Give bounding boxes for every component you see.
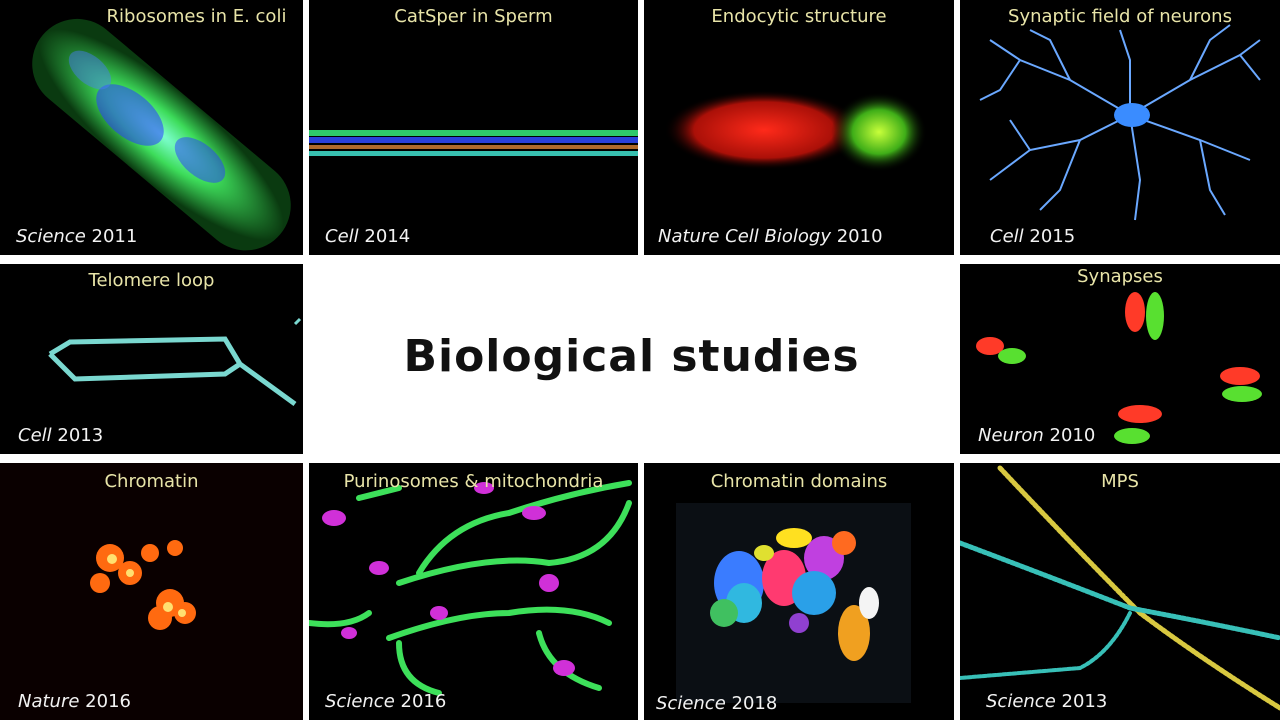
journal-name: Science xyxy=(656,693,726,714)
tile-citation: Cell 2015 xyxy=(990,226,1075,247)
journal-name: Cell xyxy=(325,226,359,247)
tile-title: Chromatin xyxy=(104,471,199,492)
journal-year: 2014 xyxy=(364,226,411,247)
center-panel: Biological studies xyxy=(305,258,958,455)
journal-year: 2010 xyxy=(836,226,883,247)
tile-citation: Science 2018 xyxy=(656,693,777,714)
tile-citation: Cell 2013 xyxy=(18,425,103,446)
tile-citation: Nature 2016 xyxy=(18,691,131,712)
tile-citation: Nature Cell Biology 2010 xyxy=(658,226,883,247)
tile-title: Chromatin domains xyxy=(710,471,888,492)
journal-name: Nature Cell Biology xyxy=(658,226,831,247)
tile-title: Telomere loop xyxy=(88,270,215,291)
journal-name: Cell xyxy=(18,425,52,446)
tile-citation: Science 2016 xyxy=(325,691,446,712)
journal-year: 2013 xyxy=(1061,691,1108,712)
tile-title: Purinosomes & mitochondria xyxy=(343,471,604,492)
journal-year: 2010 xyxy=(1049,425,1096,446)
tile-title: Synapses xyxy=(1077,266,1163,287)
tile-citation: Science 2011 xyxy=(16,226,137,247)
mps-image xyxy=(960,465,1280,711)
tile-endocytic: Endocytic structure Nature Cell Biology … xyxy=(644,0,954,255)
tile-title: CatSper in Sperm xyxy=(394,6,553,27)
journal-name: Science xyxy=(986,691,1056,712)
journal-name: Cell xyxy=(990,226,1024,247)
chromatin-domains-image xyxy=(676,503,911,703)
journal-name: Science xyxy=(16,226,86,247)
tile-citation: Cell 2014 xyxy=(325,226,410,247)
purinosomes-image xyxy=(309,480,632,696)
journal-year: 2011 xyxy=(91,226,138,247)
journal-year: 2018 xyxy=(731,693,778,714)
tile-chromatin-domains: Chromatin domains Science 2018 xyxy=(644,463,954,720)
tile-title: Ribosomes in E. coli xyxy=(106,6,287,27)
tile-mps: MPS Science 2013 xyxy=(960,463,1280,720)
synapses-image xyxy=(976,292,1262,444)
tile-catsper: CatSper in Sperm Cell 2014 xyxy=(309,0,638,255)
journal-year: 2015 xyxy=(1029,226,1076,247)
tile-chromatin: Chromatin Nature 2016 xyxy=(0,463,303,720)
tile-ribosomes: Ribosomes in E. coli Science 2011 xyxy=(0,0,303,255)
tile-title: MPS xyxy=(1101,471,1139,492)
journal-year: 2013 xyxy=(57,425,104,446)
tile-purinosomes: Purinosomes & mitochondria Science 2016 xyxy=(309,463,638,720)
tile-citation: Neuron 2010 xyxy=(978,425,1095,446)
journal-name: Neuron xyxy=(978,425,1044,446)
endocytic-image xyxy=(664,90,927,172)
catsper-image xyxy=(309,130,638,156)
tile-synaptic-field: Synaptic field of neurons Cell 2015 xyxy=(960,0,1280,255)
tile-title: Synaptic field of neurons xyxy=(1008,6,1232,27)
journal-year: 2016 xyxy=(85,691,131,712)
ribosomes-image xyxy=(32,18,291,251)
journal-year: 2016 xyxy=(400,691,447,712)
page-heading: Biological studies xyxy=(403,331,860,382)
tile-citation: Science 2013 xyxy=(986,691,1107,712)
tile-telomere: Telomere loop Cell 2013 xyxy=(0,264,303,454)
neuron-image xyxy=(979,24,1261,221)
journal-name: Science xyxy=(325,691,395,712)
tile-title: Endocytic structure xyxy=(711,6,887,27)
tile-synapses: Synapses Neuron 2010 xyxy=(960,264,1280,454)
journal-name: Nature xyxy=(18,691,80,712)
chromatin-image xyxy=(90,540,196,630)
telomere-image xyxy=(48,317,302,407)
